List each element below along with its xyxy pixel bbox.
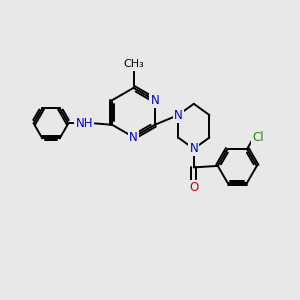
Text: O: O bbox=[189, 181, 198, 194]
Text: N: N bbox=[129, 130, 138, 144]
Text: N: N bbox=[189, 142, 198, 155]
Text: N: N bbox=[150, 94, 159, 107]
Text: N: N bbox=[174, 109, 183, 122]
Text: Cl: Cl bbox=[252, 131, 264, 144]
Text: NH: NH bbox=[76, 117, 93, 130]
Text: CH₃: CH₃ bbox=[123, 59, 144, 70]
